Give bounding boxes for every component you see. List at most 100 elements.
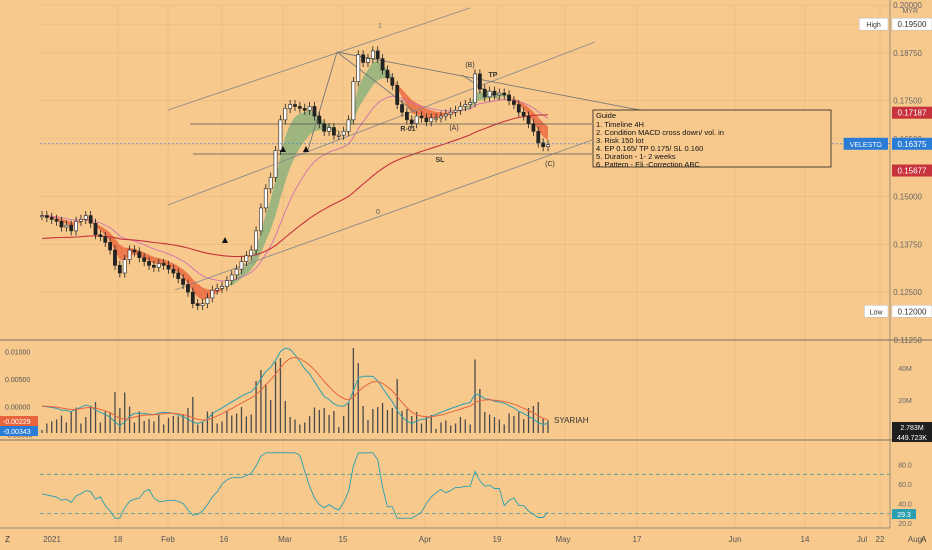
price-tick-label: 0.18750 xyxy=(893,49,922,58)
candle-body xyxy=(477,73,482,90)
annotation-4: R-01 xyxy=(400,126,415,133)
auto-scale-button[interactable]: A xyxy=(921,535,927,544)
candle-body xyxy=(429,117,434,123)
time-tick-label: 17 xyxy=(633,535,642,544)
ribbon-up xyxy=(363,69,368,101)
candle-body xyxy=(181,278,185,285)
annotation-3: TP xyxy=(489,72,498,79)
rsi-tick-label: 60.0 xyxy=(898,482,912,489)
price-tag-value: 0.15677 xyxy=(898,167,927,176)
candle-body xyxy=(171,268,176,274)
candle-body xyxy=(307,106,312,111)
ribbon-down xyxy=(153,257,159,264)
time-tick-label: Feb xyxy=(161,535,175,544)
candle-body xyxy=(502,92,507,96)
time-tick-label: 19 xyxy=(493,535,502,544)
candle-body xyxy=(380,58,385,71)
candle-body xyxy=(297,106,302,109)
candle-body xyxy=(220,286,224,289)
price-tag-box xyxy=(892,137,932,150)
candle-body xyxy=(59,221,64,228)
candle-body xyxy=(516,104,521,113)
candle-body xyxy=(273,150,278,178)
ribbon-down xyxy=(513,98,519,105)
time-tick-label: 14 xyxy=(801,535,810,544)
candle-body xyxy=(497,92,502,96)
ma-line-magenta xyxy=(41,95,549,282)
price-tick-label: 0.20000 xyxy=(893,1,922,10)
candle-body xyxy=(49,217,54,220)
ribbon-up xyxy=(275,155,281,216)
ribbon-down xyxy=(543,122,548,140)
macd-line xyxy=(41,347,549,427)
ribbon-down xyxy=(431,110,437,119)
candle-body xyxy=(346,119,351,132)
candle-body xyxy=(482,88,487,98)
candle-body xyxy=(268,176,273,190)
candle-body xyxy=(312,106,317,117)
candle-body xyxy=(249,249,254,257)
candle-body xyxy=(142,257,147,262)
time-tick-label: 16 xyxy=(220,535,229,544)
candle-body xyxy=(546,144,550,147)
time-tick-label: 22 xyxy=(876,535,885,544)
candle-body xyxy=(492,90,497,96)
syariah-label: SYARIAH xyxy=(554,416,589,425)
vol-tag-box xyxy=(892,432,932,442)
candle-body xyxy=(531,123,536,132)
candle-body xyxy=(419,115,424,119)
time-tick-label: Jul xyxy=(857,535,867,544)
ribbon-down xyxy=(119,244,125,260)
ribbon-up xyxy=(290,116,295,168)
annotation-0: 1 xyxy=(378,23,382,30)
ribbon-up xyxy=(270,179,276,230)
price-tick-label: 0.15000 xyxy=(893,192,922,201)
candle-body xyxy=(190,291,195,304)
ribbon-up xyxy=(260,214,266,253)
ribbon-down xyxy=(168,261,174,269)
price-tag-box xyxy=(891,305,932,318)
candle-body xyxy=(117,265,122,274)
candle-body xyxy=(278,119,283,151)
candle-body xyxy=(93,222,98,236)
candle-body xyxy=(361,54,366,63)
price-tag-value: 0.19500 xyxy=(898,20,927,29)
price-tag-value: 0.16375 xyxy=(898,140,927,149)
ribbon-down xyxy=(144,252,150,261)
candle-body xyxy=(74,221,78,232)
candle-body xyxy=(409,119,414,124)
candle-body xyxy=(156,263,161,268)
annotation-2: (B) xyxy=(465,62,474,69)
candle-body xyxy=(263,188,268,209)
macd-tick-label: 0.01000 xyxy=(5,349,30,356)
time-tick-label: Mar xyxy=(278,535,292,544)
candle-body xyxy=(79,219,83,222)
channel-middle xyxy=(167,41,596,206)
candle-body xyxy=(161,263,166,266)
macd-tag-box xyxy=(0,416,38,426)
candle-body xyxy=(332,127,336,136)
candle-body xyxy=(473,73,477,103)
candle-body xyxy=(390,77,395,86)
channel-lower xyxy=(174,139,593,291)
ribbon-down xyxy=(533,111,539,131)
time-tick-label: 15 xyxy=(339,535,348,544)
candle-body xyxy=(234,268,239,276)
ribbon-up xyxy=(251,247,257,270)
candle-body xyxy=(244,255,249,262)
price-tag-value: 0.17187 xyxy=(898,109,927,118)
zoom-button[interactable]: Z xyxy=(5,535,10,544)
ma-line-red xyxy=(41,114,549,258)
ribbon-up xyxy=(280,136,286,198)
candle-body xyxy=(88,215,93,224)
rsi-pane: 80.0 60.0 40.0 20.0 29.3 xyxy=(40,452,916,528)
candle-body xyxy=(521,111,526,117)
ribbon-down xyxy=(509,96,514,100)
candle-body xyxy=(375,50,380,59)
candle-body xyxy=(195,303,200,306)
price-tag-box xyxy=(892,164,932,177)
ribbon-up xyxy=(222,286,227,291)
